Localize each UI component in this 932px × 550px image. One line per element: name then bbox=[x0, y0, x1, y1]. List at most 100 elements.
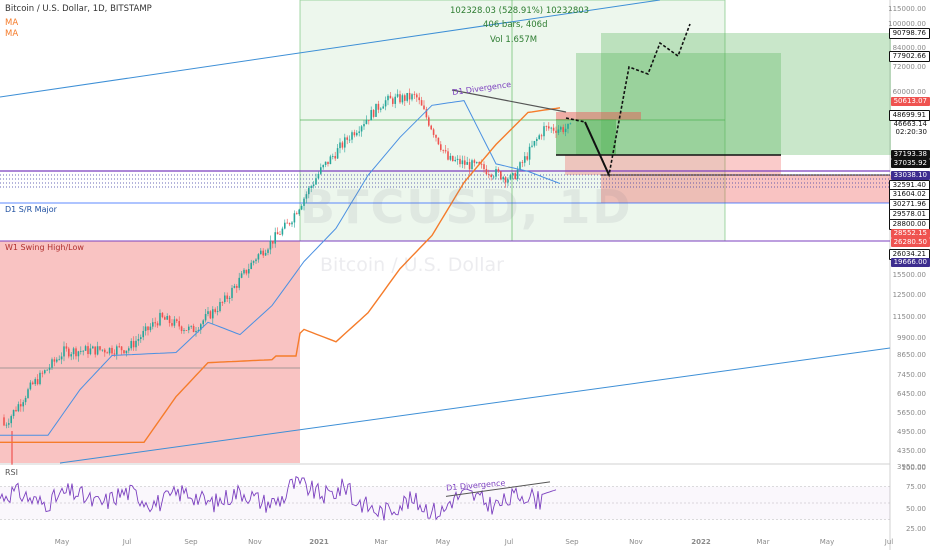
price-tag: 90798.76 bbox=[888, 28, 930, 39]
candle-body bbox=[341, 142, 344, 148]
candle-body bbox=[346, 137, 348, 140]
candle-body bbox=[543, 126, 545, 137]
candle-body bbox=[552, 127, 555, 131]
rsi-pane-label: RSI bbox=[5, 468, 18, 477]
candle-body bbox=[219, 302, 221, 312]
candle-body bbox=[459, 158, 461, 165]
candle-body bbox=[512, 173, 514, 175]
candle-body bbox=[3, 417, 5, 426]
candle-body bbox=[363, 124, 365, 127]
candle-body bbox=[382, 106, 384, 109]
candle-body bbox=[315, 178, 317, 185]
candle-body bbox=[497, 169, 500, 172]
price-tick-label: 3950.00 bbox=[897, 463, 926, 471]
candle-body bbox=[416, 94, 418, 98]
candle-body bbox=[240, 273, 243, 278]
candle-body bbox=[300, 205, 303, 210]
price-tag: 02:20:30 bbox=[895, 128, 927, 136]
candle-body bbox=[243, 269, 245, 274]
rsi-tick-label: 100.00 bbox=[901, 464, 927, 472]
price-tick-label: 72000.00 bbox=[892, 63, 926, 71]
candle-body bbox=[130, 341, 132, 349]
measure-volume: Vol 1.657M bbox=[490, 35, 538, 45]
candle-body bbox=[488, 174, 490, 175]
candle-body bbox=[569, 123, 572, 125]
candle-body bbox=[320, 167, 322, 174]
candle-body bbox=[466, 162, 468, 165]
candle-body bbox=[72, 348, 75, 355]
candle-body bbox=[39, 372, 41, 385]
price-tag: 77902.66 bbox=[888, 51, 930, 62]
candle-body bbox=[228, 297, 231, 299]
candle-body bbox=[255, 259, 257, 262]
candle-body bbox=[29, 382, 32, 390]
candle-body bbox=[84, 346, 87, 351]
candle-body bbox=[51, 359, 53, 368]
ma-legend-2[interactable]: MA bbox=[5, 29, 19, 39]
candle-body bbox=[394, 96, 396, 104]
price-tag: 46663.14 bbox=[893, 120, 927, 128]
candle-body bbox=[298, 209, 300, 215]
candle-body bbox=[173, 319, 176, 326]
candle-body bbox=[142, 330, 144, 338]
candle-body bbox=[32, 382, 34, 385]
candle-body bbox=[322, 164, 324, 168]
candle-body bbox=[24, 397, 27, 403]
candle-body bbox=[89, 348, 92, 355]
candle-body bbox=[444, 150, 447, 152]
candle-body bbox=[53, 359, 56, 362]
candle-body bbox=[396, 94, 399, 97]
candle-body bbox=[324, 161, 327, 165]
candle-body bbox=[269, 240, 272, 250]
candle-body bbox=[120, 346, 123, 351]
candle-body bbox=[125, 350, 128, 354]
candle-body bbox=[358, 131, 360, 133]
price-tick-label: 15500.00 bbox=[892, 271, 926, 279]
candle-body bbox=[435, 134, 437, 138]
candle-body bbox=[447, 151, 449, 160]
candle-body bbox=[111, 347, 113, 354]
candle-body bbox=[58, 359, 60, 361]
candle-body bbox=[351, 132, 353, 140]
time-tick-label: May bbox=[435, 538, 451, 546]
candle-body bbox=[36, 379, 39, 385]
time-tick-label: 2022 bbox=[691, 538, 711, 546]
candle-body bbox=[104, 349, 106, 353]
candle-body bbox=[428, 117, 430, 126]
divergence-line-rsi bbox=[445, 481, 551, 497]
candle-body bbox=[108, 347, 111, 354]
candle-body bbox=[550, 127, 552, 129]
price-tag: 48699.91 bbox=[888, 110, 930, 121]
candle-body bbox=[164, 317, 166, 320]
ma-legend-1[interactable]: MA bbox=[5, 18, 19, 28]
candle-body bbox=[327, 161, 329, 165]
candle-body bbox=[454, 159, 456, 162]
candle-body bbox=[123, 350, 125, 354]
candle-body bbox=[65, 346, 68, 349]
candle-body bbox=[176, 319, 178, 322]
candle-body bbox=[238, 277, 240, 288]
candle-body bbox=[411, 94, 413, 100]
candle-body bbox=[317, 173, 320, 179]
candle-body bbox=[200, 324, 202, 330]
candle-body bbox=[92, 346, 94, 349]
candle-body bbox=[442, 149, 444, 151]
candle-body bbox=[41, 372, 44, 374]
candle-body bbox=[432, 129, 435, 135]
candle-body bbox=[368, 119, 370, 121]
candle-body bbox=[166, 316, 168, 320]
candle-body bbox=[231, 287, 233, 298]
candle-body bbox=[348, 139, 351, 141]
time-tick-label: May bbox=[819, 538, 835, 546]
price-tag: 50613.07 bbox=[890, 97, 930, 106]
candle-body bbox=[353, 132, 356, 136]
candle-body bbox=[5, 424, 8, 426]
candle-body bbox=[339, 142, 341, 149]
candle-body bbox=[262, 250, 264, 256]
candle-body bbox=[555, 130, 557, 133]
candle-body bbox=[180, 326, 183, 332]
candle-body bbox=[178, 321, 180, 327]
time-tick-label: Jul bbox=[884, 538, 894, 546]
